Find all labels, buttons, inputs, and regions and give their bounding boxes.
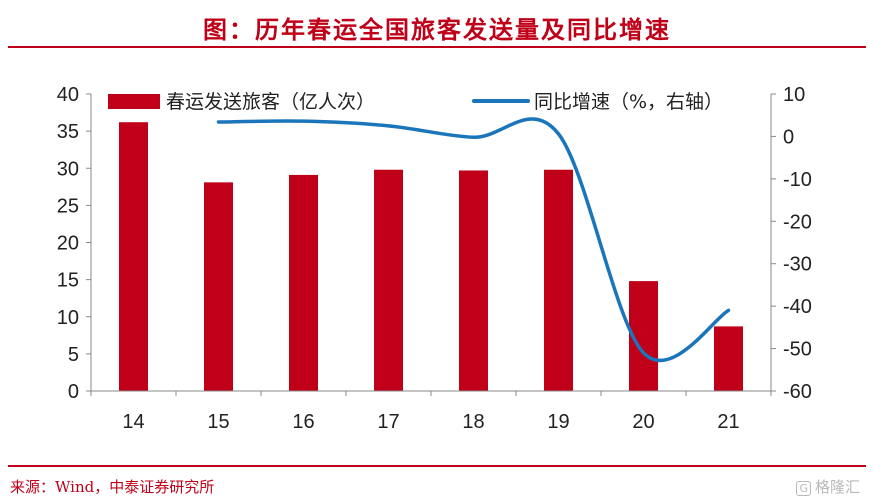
left-tick-label: 35 bbox=[57, 121, 79, 143]
x-tick-label: 19 bbox=[547, 411, 569, 433]
watermark-logo-icon: G bbox=[796, 481, 811, 496]
watermark: G 格隆汇 bbox=[796, 476, 860, 497]
line-series bbox=[216, 117, 731, 363]
bar-21 bbox=[714, 326, 743, 391]
right-tick-label: -40 bbox=[783, 296, 812, 318]
legend-line-label: 同比增速（%，右轴） bbox=[534, 91, 723, 113]
right-tick-label: -20 bbox=[783, 211, 812, 233]
left-tick-label: 0 bbox=[68, 381, 79, 403]
left-tick-label: 40 bbox=[57, 84, 79, 106]
bar-17 bbox=[374, 169, 403, 391]
x-tick-label: 16 bbox=[292, 411, 314, 433]
x-tick-label: 14 bbox=[122, 411, 144, 433]
bar-18 bbox=[459, 170, 488, 391]
bar-series bbox=[119, 122, 743, 391]
watermark-text: 格隆汇 bbox=[814, 478, 860, 496]
legend-bar-swatch bbox=[108, 94, 160, 109]
right-tick-label: -30 bbox=[783, 254, 812, 276]
x-tick-label: 21 bbox=[717, 411, 739, 433]
x-tick-label: 20 bbox=[632, 411, 654, 433]
title-divider bbox=[8, 46, 866, 48]
bar-16 bbox=[289, 174, 318, 391]
x-tick-label: 17 bbox=[377, 411, 399, 433]
left-tick-label: 20 bbox=[57, 233, 79, 255]
x-tick-label: 15 bbox=[207, 411, 229, 433]
right-tick-label: -50 bbox=[783, 339, 812, 361]
chart-title: 图：历年春运全国旅客发送量及同比增速 bbox=[203, 15, 671, 44]
bar-14 bbox=[119, 122, 148, 391]
footer-divider bbox=[8, 465, 866, 467]
bar-15 bbox=[204, 182, 233, 391]
left-tick-label: 5 bbox=[68, 344, 79, 366]
right-tick-label: 0 bbox=[783, 126, 794, 148]
axes: 0 5 10 15 20 25 30 35 40 -60 -50 -40 -30 -20 -10 0 10 14 1… bbox=[57, 84, 812, 433]
chart-svg: 0 5 10 15 20 25 30 35 40 -60 -50 -40 -30 -20 -10 0 10 14 1… bbox=[57, 84, 812, 433]
right-tick-label: -10 bbox=[783, 169, 812, 191]
left-tick-label: 30 bbox=[57, 158, 79, 180]
legend-bar-label: 春运发送旅客（亿人次） bbox=[166, 91, 375, 113]
right-tick-label: -60 bbox=[783, 381, 812, 403]
bar-19 bbox=[544, 169, 573, 391]
right-tick-label: 10 bbox=[783, 84, 805, 106]
legend: 春运发送旅客（亿人次） 同比增速（%，右轴） bbox=[108, 91, 723, 113]
left-tick-label: 10 bbox=[57, 307, 79, 329]
source-note: 来源：Wind，中泰证券研究所 bbox=[10, 478, 215, 496]
x-tick-label: 18 bbox=[462, 411, 484, 433]
left-tick-label: 25 bbox=[57, 195, 79, 217]
left-tick-label: 15 bbox=[57, 270, 79, 292]
